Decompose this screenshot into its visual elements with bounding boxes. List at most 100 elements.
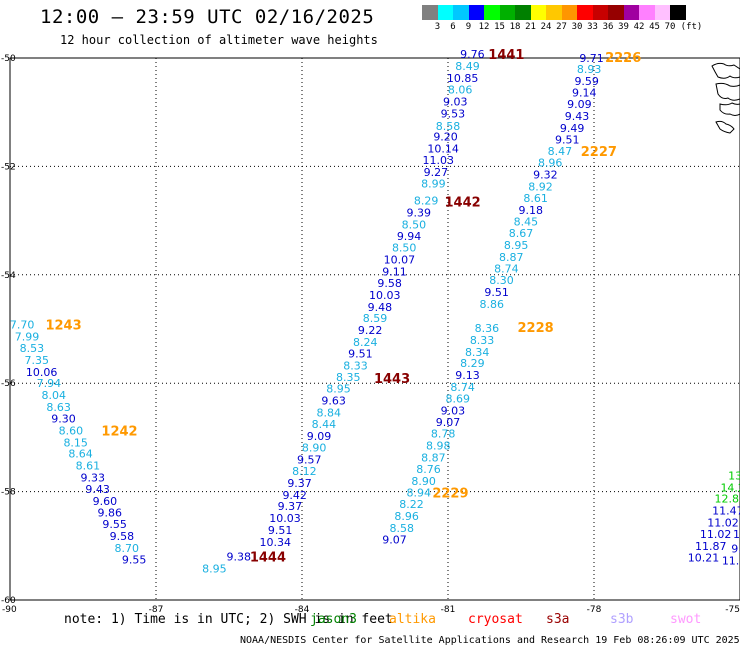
swh-value: 9.48 — [368, 301, 393, 314]
track-2229: 8.228.968.589.07 2229 — [382, 487, 468, 547]
swh-value: 8.33 — [470, 334, 495, 347]
swh-value: 8.58 — [436, 120, 461, 133]
swh-value: 8.04 — [42, 389, 67, 402]
legend-item-jason3: jason3 — [310, 612, 357, 627]
swh-value: 8.50 — [402, 218, 427, 231]
map-frame — [9, 57, 740, 601]
track-right-edge: 1314.212.8811.4711.021011.0211.879.610.2… — [688, 469, 740, 567]
swh-value: 11.02 — [700, 528, 732, 541]
pass-number-label: 2226 — [605, 51, 641, 66]
swh-value: 8.64 — [68, 448, 93, 461]
y-axis-label: -58 — [1, 488, 16, 498]
swh-value: 9.43 — [85, 483, 110, 496]
scale-label: 42 — [633, 22, 645, 32]
swh-value: 11.87 — [695, 540, 727, 553]
swh-value: 8.59 — [363, 312, 388, 325]
swh-value: 8.94 — [407, 487, 432, 500]
track-1444: 9.388.95 1444 — [202, 551, 286, 576]
swh-value: 8.24 — [353, 336, 378, 349]
scale-swatch — [468, 5, 484, 20]
scale-swatch — [484, 5, 500, 20]
swh-value: 10.03 — [269, 512, 301, 525]
swh-value: 8.30 — [489, 274, 514, 287]
swh-value: 8.15 — [63, 436, 88, 449]
swh-value: 8.76 — [416, 463, 441, 476]
coastline-islands — [711, 62, 740, 134]
scale-swatch — [608, 5, 624, 20]
track-1443: 8.959.638.848.449.098.909.578.129.379.42… — [259, 372, 410, 549]
swh-value: 9.03 — [443, 95, 468, 108]
swh-value: 8.96 — [394, 510, 419, 523]
x-axis-label: -81 — [441, 605, 456, 615]
swh-value: 9.13 — [455, 369, 480, 382]
swh-value: 9.49 — [560, 122, 585, 135]
swh-value: 7.70 — [10, 319, 35, 332]
swh-value: 9.03 — [441, 404, 466, 417]
scale-label: 36 — [602, 22, 614, 32]
y-axis-label: -56 — [1, 379, 16, 389]
swh-value: 9.07 — [382, 533, 407, 546]
swh-value: 8.70 — [115, 542, 140, 555]
swh-value: 9.32 — [533, 169, 558, 182]
y-axis-label: -50 — [1, 54, 16, 64]
swh-value: 7.99 — [15, 331, 40, 344]
swh-value: 9.33 — [80, 472, 105, 485]
swh-value: 9.63 — [321, 395, 346, 408]
swh-value: 11.03 — [423, 154, 455, 167]
swh-value: 10.85 — [447, 72, 479, 85]
color-scale-labels: 3 6 9 12 15 18 21 24 27 30 33 36 39 42 45 70 (ft) — [422, 22, 740, 34]
swh-value: 8.29 — [414, 195, 439, 208]
swh-value: 9.6 — [731, 543, 740, 556]
note-text: note: 1) Time is in UTC; 2) SWH is in fe… — [64, 612, 393, 627]
swh-value: 9.55 — [122, 553, 147, 566]
swh-value: 9.09 — [567, 98, 592, 111]
legend-item-s3a: s3a — [546, 612, 570, 627]
swh-value: 9.07 — [436, 416, 461, 429]
legend-item-cryosat: cryosat — [468, 612, 523, 627]
legend-item-swot: swot — [670, 612, 702, 627]
page-title: 12:00 – 23:59 UTC 02/16/2025 — [40, 6, 375, 28]
scale-swatch — [453, 5, 469, 20]
swh-value: 8.53 — [20, 342, 45, 355]
scale-swatch — [530, 5, 546, 20]
swh-value: 8.99 — [421, 178, 446, 191]
pass-number-label: 1243 — [45, 319, 81, 334]
scale-label: 33 — [587, 22, 598, 32]
axis-labels: -90 -87 -84 -81 -78 -75 -50 -52 -54 -56 -58 -60 — [1, 54, 740, 615]
y-axis-label: -52 — [1, 162, 16, 172]
swh-value: 8.50 — [392, 242, 417, 255]
swh-value: 8.61 — [76, 460, 101, 473]
swh-value: 11.02 — [707, 516, 739, 529]
swh-value: 8.96 — [538, 157, 563, 170]
swh-value: 9.51 — [555, 133, 580, 146]
swh-value: 8.87 — [421, 451, 446, 464]
scale-label: 15 — [494, 22, 505, 32]
swh-value: 9.59 — [574, 75, 599, 88]
swh-value: 10 — [733, 528, 740, 541]
coastline — [711, 62, 740, 134]
swh-value: 8.67 — [509, 227, 534, 240]
swh-value: 8.84 — [317, 406, 342, 419]
x-axis-label: -78 — [587, 605, 602, 615]
wave-height-color-scale — [422, 5, 686, 20]
swh-value: 8.95 — [326, 383, 351, 396]
swh-value: 8.95 — [202, 563, 227, 576]
pass-number-label: 1242 — [101, 424, 137, 439]
scale-label: 3 — [434, 22, 441, 32]
scale-label: 18 — [509, 22, 521, 32]
pass-number-label: 1443 — [374, 372, 410, 387]
pass-number-label: 1441 — [488, 48, 524, 63]
swh-value: 9.58 — [110, 530, 135, 543]
scale-label: 9 — [465, 22, 472, 32]
swh-value: 8.47 — [548, 145, 573, 158]
swh-value: 8.12 — [292, 465, 317, 478]
track-2227: 8.478.969.328.928.619.188.458.678.958.87… — [480, 145, 617, 311]
swh-value: 13 — [728, 469, 740, 482]
swh-value: 9.51 — [268, 524, 293, 537]
scale-swatch — [623, 5, 639, 20]
x-axis-label: -90 — [2, 605, 17, 615]
swh-value: 8.45 — [514, 216, 539, 229]
swh-value: 9.57 — [297, 454, 322, 467]
